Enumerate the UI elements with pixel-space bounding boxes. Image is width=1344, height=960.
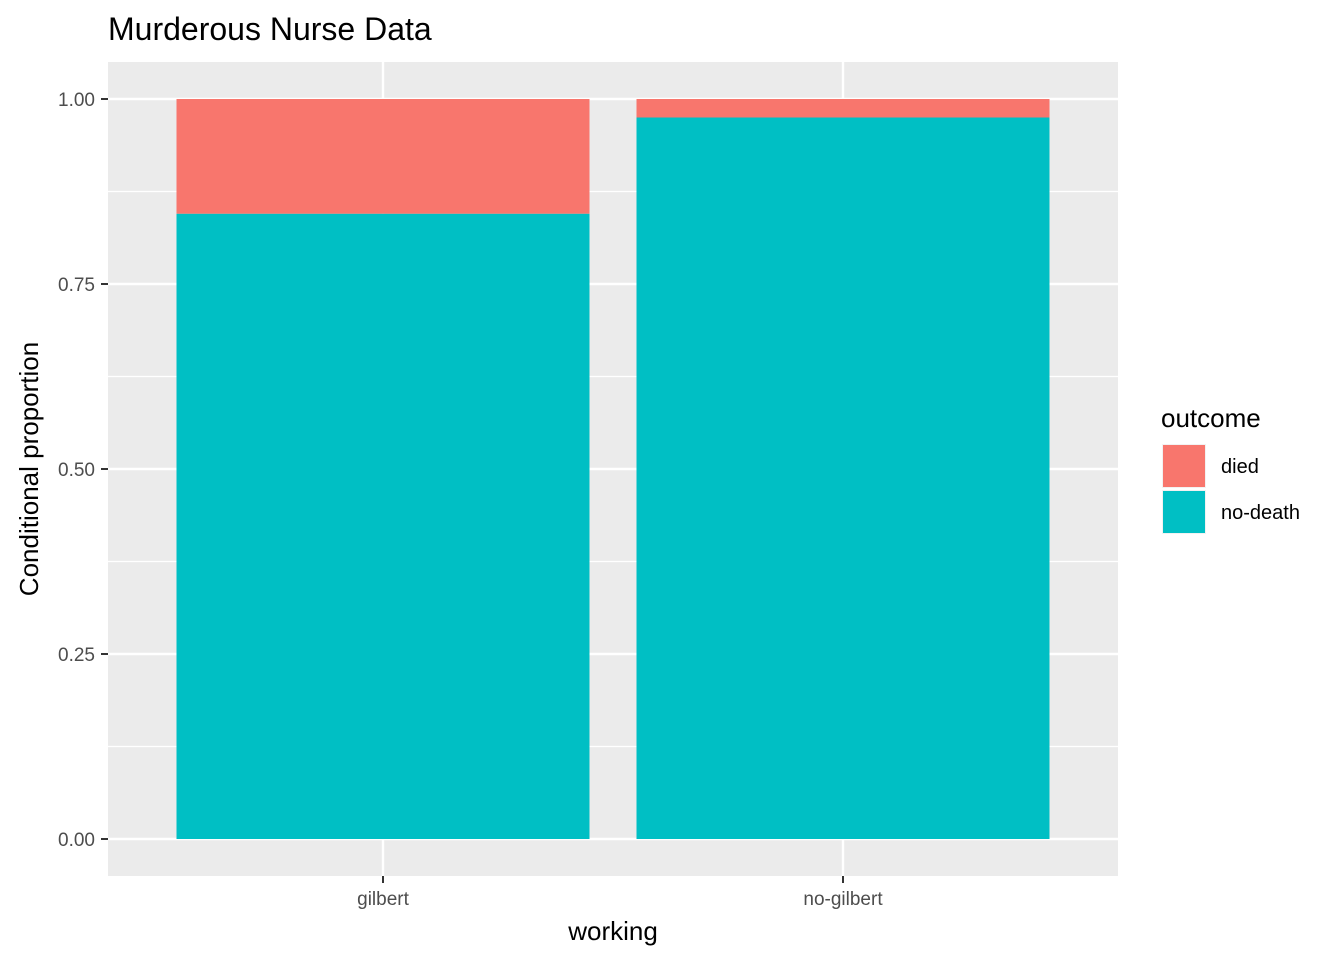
bars <box>176 99 1050 839</box>
legend-title: outcome <box>1161 403 1261 433</box>
bar-no-gilbert-no-death <box>636 117 1050 839</box>
bar-gilbert-died <box>176 99 590 214</box>
legend: outcome died no-death <box>1161 403 1300 534</box>
x-tick-label: no-gilbert <box>803 889 883 910</box>
bar-no-gilbert-died <box>636 99 1050 118</box>
legend-label-no-death: no-death <box>1221 502 1300 524</box>
bar-gilbert-no-death <box>176 213 590 839</box>
y-tick-label: 0.75 <box>58 275 95 296</box>
x-axis: gilbert no-gilbert <box>357 876 883 910</box>
y-tick-label: 0.50 <box>58 460 95 481</box>
y-tick-label: 0.00 <box>58 830 95 851</box>
y-tick-label: 0.25 <box>58 645 95 666</box>
chart-title: Murderous Nurse Data <box>108 11 432 47</box>
x-tick-label: gilbert <box>357 889 409 910</box>
y-axis: 0.00 0.25 0.50 0.75 1.00 <box>58 90 108 851</box>
legend-items: died no-death <box>1162 444 1300 534</box>
x-axis-title: working <box>567 916 658 946</box>
legend-swatch-died <box>1163 445 1205 487</box>
y-tick-label: 1.00 <box>58 90 95 111</box>
legend-swatch-no-death <box>1163 491 1205 533</box>
legend-label-died: died <box>1221 456 1259 478</box>
y-axis-title: Conditional proportion <box>14 342 44 596</box>
